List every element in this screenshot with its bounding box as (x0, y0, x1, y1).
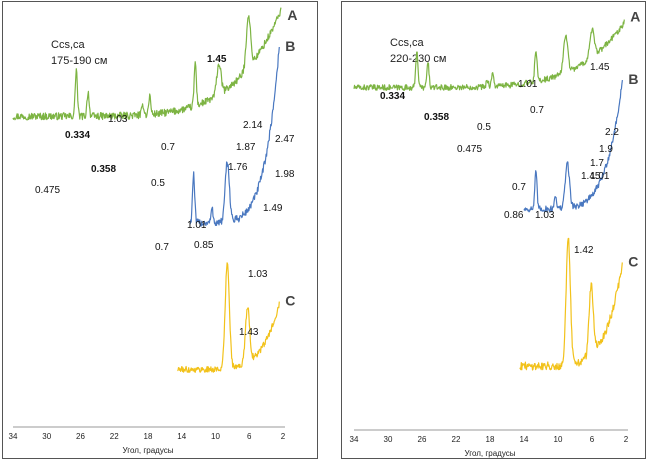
peak-label: 0.475 (457, 144, 482, 155)
chart-title-line: 220-230 см (390, 53, 447, 65)
series-name-c: C (285, 293, 295, 309)
x-tick-label: 6 (247, 432, 252, 441)
peak-label: 1.45 (207, 54, 227, 65)
x-tick-label: 18 (486, 435, 495, 444)
peak-label: 0.334 (65, 130, 90, 141)
peak-label: 1.43 (239, 327, 259, 338)
peak-label: 0.85 (194, 240, 214, 251)
chart-title-line: 175-190 см (51, 55, 108, 67)
peak-label: 1.03 (248, 269, 268, 280)
x-tick-label: 26 (418, 435, 427, 444)
xrd-panel-175-190: Ccs,ca 175-190 см 34 30 26 22 18 14 10 6 2 Угол, гр… (2, 1, 318, 459)
x-tick-label: 14 (520, 435, 529, 444)
peak-label: 0.5 (151, 178, 165, 189)
x-tick-label: 2 (281, 432, 286, 441)
x-tick-label: 2 (624, 435, 629, 444)
series-name-b: B (285, 38, 295, 54)
peak-label: 2.2 (605, 127, 619, 138)
peak-label: 1.76 (228, 162, 248, 173)
peak-label: 0.7 (161, 142, 175, 153)
peak-label: 0.7 (512, 182, 526, 193)
series-line-c (519, 237, 623, 371)
peak-label: 1.45 (590, 62, 610, 73)
series-line-b (523, 80, 623, 213)
peak-label: 1.98 (275, 169, 295, 180)
x-tick-label: 34 (9, 432, 18, 441)
series-line-a (353, 19, 625, 92)
peak-label: 1.01 (518, 79, 538, 90)
series-name-a: A (287, 7, 297, 23)
peak-label: 1.01 (590, 171, 610, 182)
series-line-b (189, 46, 280, 227)
peak-label: 0.358 (424, 112, 449, 123)
peak-label: 0.7 (155, 242, 169, 253)
x-tick-label: 10 (554, 435, 563, 444)
peak-label: 1.42 (574, 245, 594, 256)
peak-label: 0.7 (530, 105, 544, 116)
peak-label: 2.14 (243, 120, 263, 131)
x-tick-label: 22 (452, 435, 461, 444)
peak-label: 1.87 (236, 142, 256, 153)
chart-title-line: Ccs,ca (51, 39, 86, 51)
peak-label: 1.03 (535, 210, 555, 221)
peak-label: 0.334 (380, 91, 405, 102)
peak-label: 1.49 (263, 203, 283, 214)
peak-label: 1.03 (108, 114, 128, 125)
x-tick-label: 18 (144, 432, 153, 441)
x-tick-label: 6 (590, 435, 595, 444)
peak-label: 2.47 (275, 134, 295, 145)
chart-title-line: Ccs,ca (390, 37, 425, 49)
x-axis-title: Угол, градусы (465, 449, 516, 458)
x-tick-label: 34 (350, 435, 359, 444)
series-name-c: C (628, 253, 638, 269)
peak-label: 1.01 (187, 220, 207, 231)
x-tick-label: 30 (384, 435, 393, 444)
x-tick-label: 14 (177, 432, 186, 441)
peak-label: 0.475 (35, 185, 60, 196)
series-name-a: A (630, 9, 640, 25)
peak-label: 0.86 (504, 210, 524, 221)
series-line-c (177, 262, 280, 373)
xrd-chart-175-190: Ccs,ca 175-190 см 34 30 26 22 18 14 10 6 2 Угол, гр… (9, 7, 298, 455)
peak-label: 1.7 (590, 158, 604, 169)
x-tick-label: 10 (211, 432, 220, 441)
peak-label: 0.358 (91, 164, 116, 175)
series-name-b: B (628, 71, 638, 87)
x-tick-label: 22 (110, 432, 119, 441)
x-tick-label: 30 (42, 432, 51, 441)
xrd-chart-220-230: Ccs,ca 220-230 см 34 30 26 22 18 14 10 6 2 Угол, гр… (350, 9, 641, 458)
x-axis-title: Угол, градусы (123, 446, 174, 455)
peak-label: 1.45 (581, 171, 601, 182)
peak-label: 1.9 (599, 144, 613, 155)
series-line-a (12, 7, 282, 121)
x-tick-label: 26 (76, 432, 85, 441)
peak-label: 0.5 (477, 122, 491, 133)
xrd-panel-220-230: Ccs,ca 220-230 см 34 30 26 22 18 14 10 6 2 Угол, гр… (341, 1, 646, 459)
